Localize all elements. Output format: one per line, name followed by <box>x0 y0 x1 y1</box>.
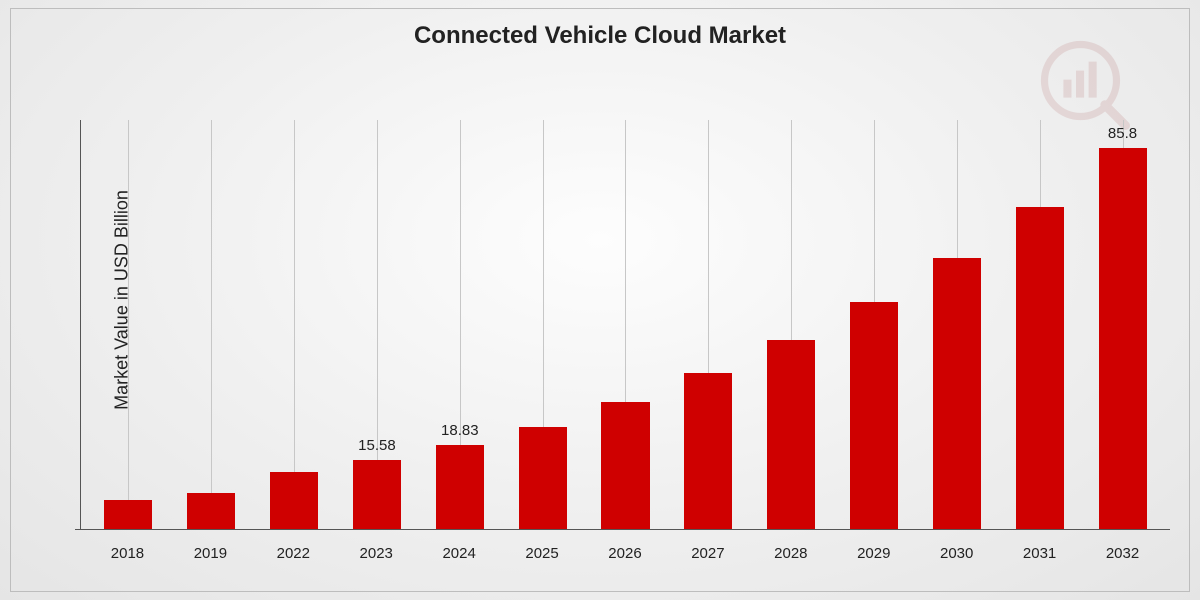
bar: 18.83 <box>436 445 484 529</box>
bar <box>850 302 898 529</box>
x-tick-label: 2029 <box>832 545 915 562</box>
bar-slot <box>998 120 1081 529</box>
bar-slot <box>501 120 584 529</box>
bar-value-label: 85.8 <box>1108 125 1137 142</box>
chart-title: Connected Vehicle Cloud Market <box>0 22 1200 50</box>
bar-slot: 18.83 <box>418 120 501 529</box>
x-tick-label: 2022 <box>252 545 335 562</box>
bar-slot <box>915 120 998 529</box>
bar <box>684 373 732 529</box>
bar-slot <box>584 120 667 529</box>
bar-value-label: 18.83 <box>441 422 479 439</box>
x-tick-label: 2024 <box>418 545 501 562</box>
bar: 85.8 <box>1099 148 1147 529</box>
x-tick-label: 2032 <box>1081 545 1164 562</box>
bar-slot: 15.58 <box>336 120 419 529</box>
bar <box>104 500 152 529</box>
x-tick-label: 2026 <box>584 545 667 562</box>
plot-area: 15.58 18.83 85.8 <box>80 120 1170 530</box>
bar: 15.58 <box>353 460 401 529</box>
x-axis-labels: 2018201920222023202420252026202720282029… <box>80 545 1170 562</box>
bar-value-label: 15.58 <box>358 437 396 454</box>
bar <box>601 402 649 529</box>
x-tick-label: 2023 <box>335 545 418 562</box>
x-tick-label: 2030 <box>915 545 998 562</box>
x-tick-label: 2027 <box>666 545 749 562</box>
bar-slot: 85.8 <box>1081 120 1164 529</box>
x-tick-label: 2018 <box>86 545 169 562</box>
bar <box>1016 207 1064 529</box>
bar <box>767 340 815 529</box>
bar <box>187 493 235 529</box>
x-tick-label: 2028 <box>749 545 832 562</box>
bar-slot <box>667 120 750 529</box>
bar-slot <box>833 120 916 529</box>
x-tick-label: 2019 <box>169 545 252 562</box>
bar <box>933 258 981 529</box>
bar-slot <box>170 120 253 529</box>
axis-tick <box>75 529 81 530</box>
bar-slot <box>253 120 336 529</box>
bars-container: 15.58 18.83 85.8 <box>81 120 1170 529</box>
watermark-logo <box>1040 40 1130 130</box>
x-tick-label: 2031 <box>998 545 1081 562</box>
bar-slot <box>750 120 833 529</box>
x-tick-label: 2025 <box>501 545 584 562</box>
bar <box>270 472 318 529</box>
bar <box>519 427 567 529</box>
bar-slot <box>87 120 170 529</box>
